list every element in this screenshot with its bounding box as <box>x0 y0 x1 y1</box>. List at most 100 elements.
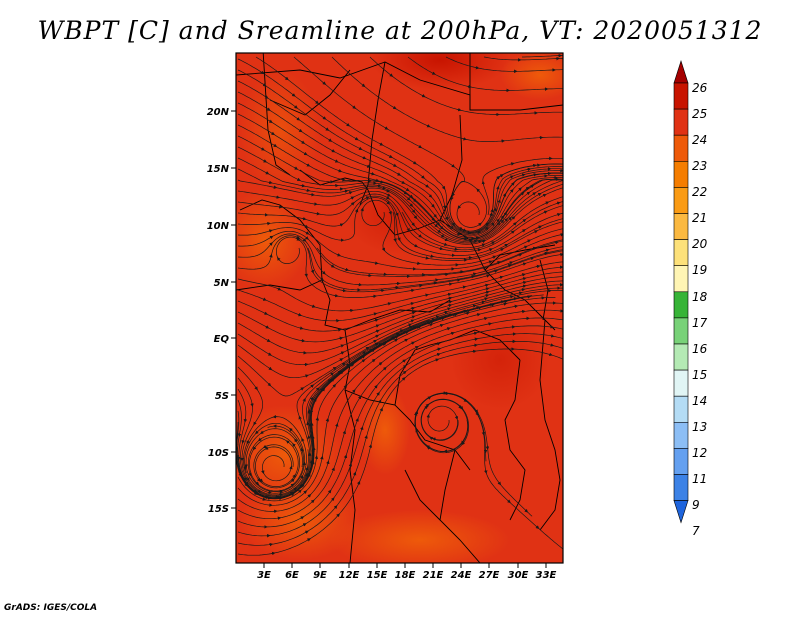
streamline-arrow <box>441 185 446 190</box>
streamline-arrow <box>472 272 477 276</box>
streamline-arrow <box>403 191 408 195</box>
streamline-arrow <box>325 417 330 422</box>
streamline-arrow <box>457 205 462 210</box>
streamline-arrow <box>376 391 380 396</box>
streamline-arrow <box>392 105 397 110</box>
colorbar-label: 7 <box>692 524 700 538</box>
lat-tick-label: 20N <box>207 107 230 118</box>
streamline <box>237 227 563 270</box>
streamline <box>237 168 563 244</box>
streamline-arrow <box>302 216 307 221</box>
streamline-arrow <box>265 171 270 175</box>
streamline-arrow <box>243 476 247 481</box>
streamline-arrow <box>534 230 538 234</box>
streamline-arrow <box>306 163 311 167</box>
colorbar-label: 12 <box>692 446 707 460</box>
streamline-arrow <box>395 212 399 217</box>
streamline-arrow <box>346 122 351 127</box>
streamline <box>237 197 563 259</box>
streamline-arrow <box>290 492 295 496</box>
colorbar-swatch <box>673 187 689 214</box>
streamline-arrow <box>262 297 267 301</box>
colorbar-labels: 26 25 24 23 22 21 20 19 18 17 16 15 14 1… <box>692 81 708 538</box>
streamline-arrow <box>299 326 304 330</box>
streamline-arrow <box>451 222 456 227</box>
streamline-arrow <box>315 387 320 391</box>
streamline-arrow <box>491 241 496 245</box>
lon-tick-label: 21E <box>423 570 444 581</box>
streamline-arrow <box>421 94 426 98</box>
streamline-arrow <box>414 346 419 350</box>
streamline-arrow <box>421 175 425 179</box>
streamline-arrow <box>462 228 467 232</box>
streamline-arrow <box>500 219 504 224</box>
streamline-arrow <box>496 261 501 265</box>
streamline-arrow <box>542 193 547 198</box>
streamline-arrow <box>340 351 345 355</box>
streamline-arrow <box>358 146 363 150</box>
streamline-arrow <box>322 116 327 120</box>
colorbar-swatch <box>673 291 689 319</box>
streamline-arrow <box>457 107 462 112</box>
lon-tick-label: 3E <box>257 570 271 581</box>
streamline-arrow <box>497 481 502 486</box>
streamline-arrow <box>265 325 270 329</box>
streamline-arrow <box>310 384 315 388</box>
streamline-arrow <box>431 437 437 441</box>
streamline-arrow <box>361 359 366 363</box>
lon-tick-label: 24E <box>451 570 472 581</box>
streamline-arrow <box>261 147 265 151</box>
streamline <box>237 287 563 379</box>
streamline-arrow <box>441 234 445 238</box>
lon-tick-label: 15E <box>367 570 388 581</box>
streamline-arrow <box>342 430 346 435</box>
streamline-arrow <box>545 248 550 252</box>
streamline-arrow <box>253 421 257 426</box>
streamline <box>237 230 563 277</box>
streamline-arrow <box>238 470 242 475</box>
streamline-arrow <box>444 237 449 242</box>
streamline-arrow <box>481 243 486 247</box>
colorbar-label: 23 <box>692 159 707 173</box>
streamline-arrow <box>337 370 342 374</box>
streamline-arrow <box>510 230 515 235</box>
colorbar-label: 11 <box>692 472 707 486</box>
streamline-arrow <box>351 389 356 393</box>
streamline <box>237 295 533 499</box>
colorbar-label: 21 <box>692 211 707 225</box>
lat-tick-label: 15S <box>208 504 229 515</box>
streamline-arrow <box>360 426 364 431</box>
colorbar-swatch <box>673 369 689 397</box>
streamline-arrow <box>332 383 337 388</box>
streamline-arrow <box>504 217 508 222</box>
streamline-arrow <box>344 189 349 193</box>
colorbar-label: 18 <box>692 290 708 304</box>
streamline-arrow <box>485 222 489 227</box>
streamline-arrow <box>320 455 324 460</box>
streamline-arrow <box>477 248 482 252</box>
streamline-arrow <box>357 395 362 400</box>
streamline-arrow <box>504 243 509 248</box>
streamline-arrow <box>310 269 315 274</box>
streamline-arrow <box>513 222 517 226</box>
streamline-arrow <box>471 274 476 279</box>
streamline-arrow <box>330 264 335 268</box>
streamline-arrow <box>269 253 273 258</box>
streamline-arrow <box>389 73 394 77</box>
streamline-arrow <box>489 303 494 307</box>
streamline-arrow <box>333 505 338 509</box>
streamline-arrow <box>433 214 437 218</box>
streamline-arrow <box>411 222 415 227</box>
streamline-arrow <box>325 127 330 131</box>
streamline-arrow <box>244 481 249 486</box>
streamline-arrow <box>467 84 472 89</box>
streamline-arrow <box>375 324 380 328</box>
streamline-arrow <box>444 310 449 315</box>
streamline-arrow <box>415 428 419 433</box>
streamline-arrow <box>523 245 528 249</box>
streamline-arrow <box>435 358 440 362</box>
streamline <box>237 58 563 234</box>
streamline-arrow <box>452 313 457 317</box>
streamline-arrow <box>322 81 327 85</box>
streamline-arrow <box>294 166 299 170</box>
